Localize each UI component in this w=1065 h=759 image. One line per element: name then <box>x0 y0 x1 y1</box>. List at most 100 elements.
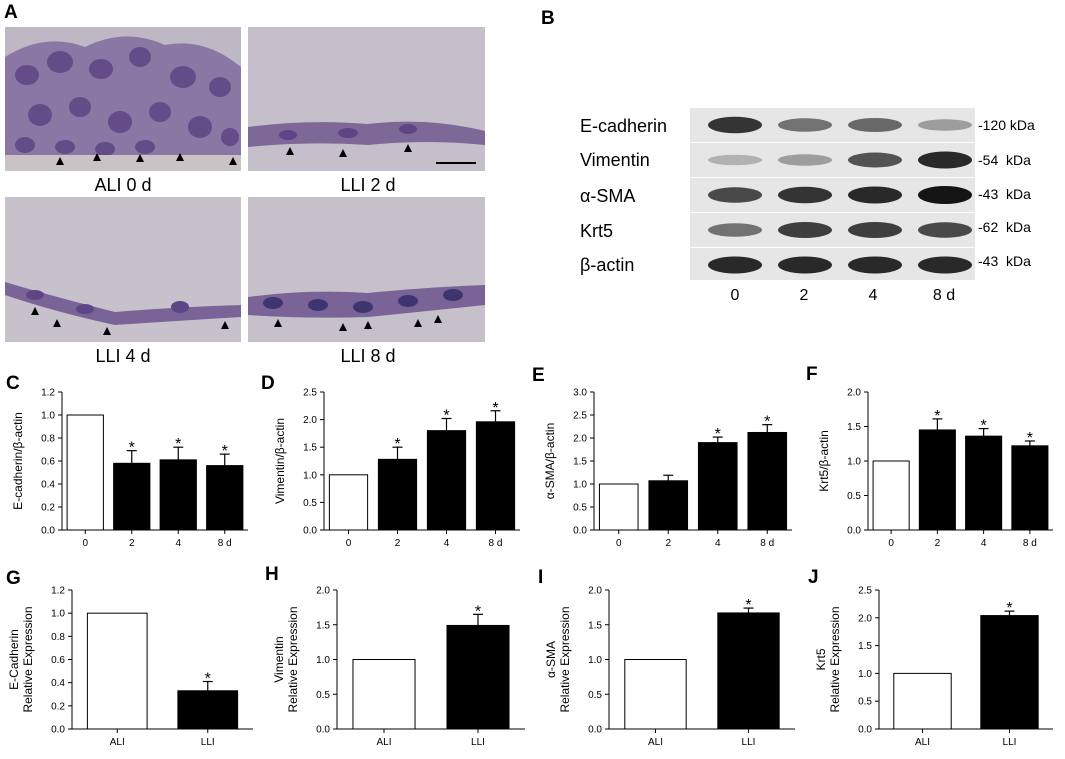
y-tick-label: 1.5 <box>316 620 330 631</box>
y-tick-label: 2.0 <box>316 586 330 597</box>
x-tick-label: ALI <box>376 737 391 748</box>
y-axis-label: Krt5 <box>814 648 828 670</box>
micrograph-lli-2d <box>248 27 485 171</box>
significance-marker: * <box>205 671 211 688</box>
panel-letter-i: I <box>538 567 544 588</box>
y-tick-label: 0.2 <box>41 503 55 514</box>
y-tick-label: 0.2 <box>51 701 65 712</box>
kda-label: -43 kDa <box>978 253 1031 269</box>
significance-marker: * <box>745 597 751 614</box>
x-tick-label: 4 <box>175 538 181 549</box>
blot-band <box>848 118 902 132</box>
y-tick-label: 1.0 <box>588 655 602 666</box>
bar <box>965 435 1003 531</box>
panel-letter-c: C <box>6 373 20 394</box>
y-tick-label: 2.5 <box>303 388 317 399</box>
y-tick-label: 0.5 <box>316 690 330 701</box>
y-tick-label: 0.5 <box>303 498 317 509</box>
y-tick-label: 0.4 <box>41 480 55 491</box>
panel-letter-g: G <box>6 568 21 589</box>
lane-label: 2 <box>799 287 809 304</box>
y-tick-label: 1.2 <box>41 388 55 399</box>
y-tick-label: 2.5 <box>858 586 872 597</box>
x-tick-label: 8 d <box>760 538 774 549</box>
significance-marker: * <box>129 440 135 457</box>
y-tick-label: 0.5 <box>847 491 861 502</box>
micrograph-lli-8d <box>248 197 485 342</box>
y-tick-label: 0.0 <box>41 526 55 537</box>
lane-label: 0 <box>730 287 740 304</box>
blot-band <box>918 222 972 238</box>
blot-band <box>918 186 972 204</box>
blot-band <box>848 256 902 274</box>
x-tick-label: 8 d <box>218 538 232 549</box>
y-tick-label: 0.6 <box>51 655 65 666</box>
blot-band <box>778 118 832 132</box>
y-tick-label: 0.4 <box>51 678 65 689</box>
bar <box>86 612 148 730</box>
x-tick-label: 0 <box>888 538 894 549</box>
significance-marker: * <box>764 414 770 431</box>
y-axis-label: α-SMA <box>544 641 558 678</box>
y-tick-label: 1.5 <box>847 422 861 433</box>
y-tick-label: 1.5 <box>588 620 602 631</box>
y-axis-label: Vimentin/β-actin <box>273 418 287 504</box>
blot-band <box>708 256 762 274</box>
y-tick-label: 2.0 <box>573 434 587 445</box>
y-tick-label: 2.0 <box>588 586 602 597</box>
micrograph-ali-0d <box>5 27 241 171</box>
y-tick-label: 2.0 <box>847 388 861 399</box>
micrograph-image <box>248 197 485 342</box>
blot-protein-label: α-SMA <box>580 186 636 206</box>
bar <box>598 483 639 531</box>
y-axis-label: α-SMA/β-actin <box>543 423 557 500</box>
blot-protein-label: Vimentin <box>580 150 650 170</box>
significance-marker: * <box>475 603 481 620</box>
kda-label: -120 kDa <box>978 117 1035 133</box>
y-tick-label: 0.0 <box>51 725 65 736</box>
y-tick-label: 1.0 <box>858 669 872 680</box>
y-tick-label: 1.0 <box>51 609 65 620</box>
chart-g-ecadherin-relative: 0.0 0.2 0.4 0.6 0.8 1.0 1.2 E-Cadherin Relative … <box>7 586 253 748</box>
x-tick-label: LLI <box>1003 737 1017 748</box>
y-tick-label: 0.5 <box>588 690 602 701</box>
bar <box>328 474 369 531</box>
panel-letter-f: F <box>806 364 818 385</box>
x-tick-label: LLI <box>742 737 756 748</box>
panel-letter-a: A <box>4 2 18 23</box>
blot-band <box>708 187 762 203</box>
bar <box>113 462 151 531</box>
blot-band <box>918 119 972 131</box>
significance-marker: * <box>443 407 449 424</box>
y-tick-label: 0.5 <box>573 503 587 514</box>
kda-label: -43 kDa <box>978 186 1031 202</box>
bar <box>697 442 738 531</box>
micrograph-lli-4d <box>5 197 241 342</box>
significance-marker: * <box>394 436 400 453</box>
y-axis-label: Relative Expression <box>286 606 300 712</box>
x-tick-label: 2 <box>665 538 671 549</box>
y-tick-label: 0.0 <box>303 526 317 537</box>
y-tick-label: 0.8 <box>51 632 65 643</box>
y-tick-label: 0.0 <box>588 725 602 736</box>
kda-label: -62 kDa <box>978 219 1031 235</box>
y-tick-label: 1.5 <box>303 443 317 454</box>
x-tick-label: 4 <box>715 538 721 549</box>
chart-j-krt5-relative: 0.0 0.5 1.0 1.5 2.0 2.5 Krt5 Relative Expressio… <box>814 586 1053 748</box>
bar <box>177 690 239 730</box>
blot-protein-label: E-cadherin <box>580 116 668 136</box>
y-tick-label: 2.0 <box>858 613 872 624</box>
blot-band <box>778 186 832 204</box>
blot-band <box>918 151 972 169</box>
blot-band <box>778 154 832 166</box>
bar <box>446 624 510 730</box>
bar <box>624 659 687 730</box>
micrograph-label: ALI 0 d <box>94 175 152 195</box>
panel-letter-b: B <box>541 8 555 29</box>
blot-band <box>918 256 972 274</box>
bar <box>648 480 689 531</box>
blot-band <box>848 152 902 168</box>
x-tick-label: LLI <box>201 737 215 748</box>
significance-marker: * <box>981 418 987 435</box>
y-tick-label: 1.5 <box>573 457 587 468</box>
